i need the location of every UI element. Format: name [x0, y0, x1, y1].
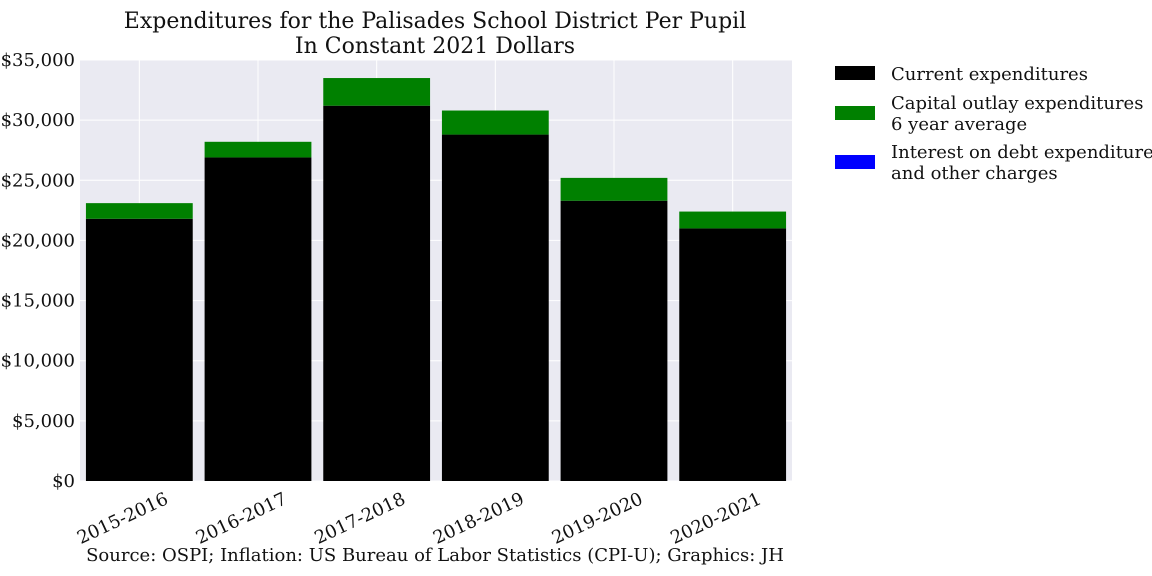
source-note: Source: OSPI; Inflation: US Bureau of La… [86, 545, 784, 566]
bar-segment-series-1-2017-2018 [323, 78, 431, 106]
x-tick-label: 2016-2017 [193, 488, 290, 548]
y-tick-label: $0 [52, 471, 75, 492]
bar-segment-series-1-2018-2019 [441, 110, 549, 135]
y-tick-label: $10,000 [1, 351, 75, 372]
x-tick-label: 2019-2020 [549, 488, 646, 548]
y-tick-label: $35,000 [1, 50, 75, 71]
legend-label-line: 6 year average [891, 114, 1027, 135]
legend-label-1: Capital outlay expenditures 6 year averag… [891, 93, 1143, 135]
x-tick-label: 2020-2021 [667, 488, 764, 548]
legend-label-line: Capital outlay expenditures [891, 93, 1143, 114]
bar-segment-series-0-2020-2021 [679, 228, 787, 481]
legend-swatch-0 [835, 66, 875, 80]
bar-segment-series-0-2019-2020 [560, 200, 668, 481]
legend-swatch-1 [835, 106, 875, 120]
plot-area [80, 60, 792, 481]
y-tick-label: $15,000 [1, 291, 75, 312]
y-tick-label: $5,000 [12, 411, 75, 432]
x-axis-ticks: 2015-2016 2016-2017 2017-2018 2018-2019 2019… [74, 488, 765, 548]
bars [85, 78, 787, 482]
y-tick-label: $20,000 [1, 230, 75, 251]
legend-label-line: Interest on debt expenditures [891, 142, 1152, 163]
legend: Current expenditures Capital outlay expen… [835, 64, 1152, 184]
bar-segment-series-0-2018-2019 [441, 134, 549, 481]
bar-segment-series-0-2015-2016 [85, 218, 193, 481]
bar-segment-series-1-2019-2020 [560, 177, 668, 201]
legend-swatch-2 [835, 155, 875, 169]
x-tick-label: 2018-2019 [430, 488, 527, 548]
chart-title-line-1: Expenditures for the Palisades School Di… [124, 9, 746, 34]
bar-segment-series-0-2016-2017 [204, 157, 312, 481]
bar-segment-series-0-2017-2018 [323, 105, 431, 482]
legend-label-line: and other charges [891, 163, 1058, 184]
bar-segment-series-1-2020-2021 [679, 211, 787, 229]
chart-title-line-2: In Constant 2021 Dollars [295, 34, 575, 59]
y-tick-label: $25,000 [1, 170, 75, 191]
legend-label-0: Current expenditures [891, 64, 1088, 85]
bar-segment-series-1-2015-2016 [85, 203, 193, 219]
x-tick-label: 2015-2016 [74, 488, 171, 548]
y-axis-ticks: $0 $5,000 $10,000 $15,000 $20,000 $25,000 $30,… [1, 50, 75, 492]
legend-label-2: Interest on debt expenditures and other c… [891, 142, 1152, 184]
bar-segment-series-1-2016-2017 [204, 141, 312, 158]
x-tick-label: 2017-2018 [311, 488, 408, 548]
y-tick-label: $30,000 [1, 110, 75, 131]
